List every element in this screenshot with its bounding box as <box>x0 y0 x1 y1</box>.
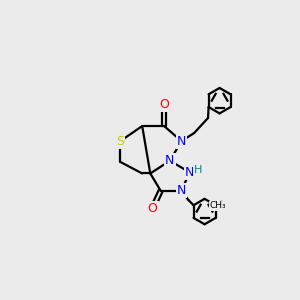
Text: O: O <box>159 98 169 111</box>
Text: CH₃: CH₃ <box>210 201 226 210</box>
Text: N: N <box>177 184 186 197</box>
Text: N: N <box>165 154 175 167</box>
Text: O: O <box>148 202 158 214</box>
Text: N: N <box>185 166 194 179</box>
Text: H: H <box>194 165 202 176</box>
Text: S: S <box>116 135 124 148</box>
Text: N: N <box>177 135 186 148</box>
